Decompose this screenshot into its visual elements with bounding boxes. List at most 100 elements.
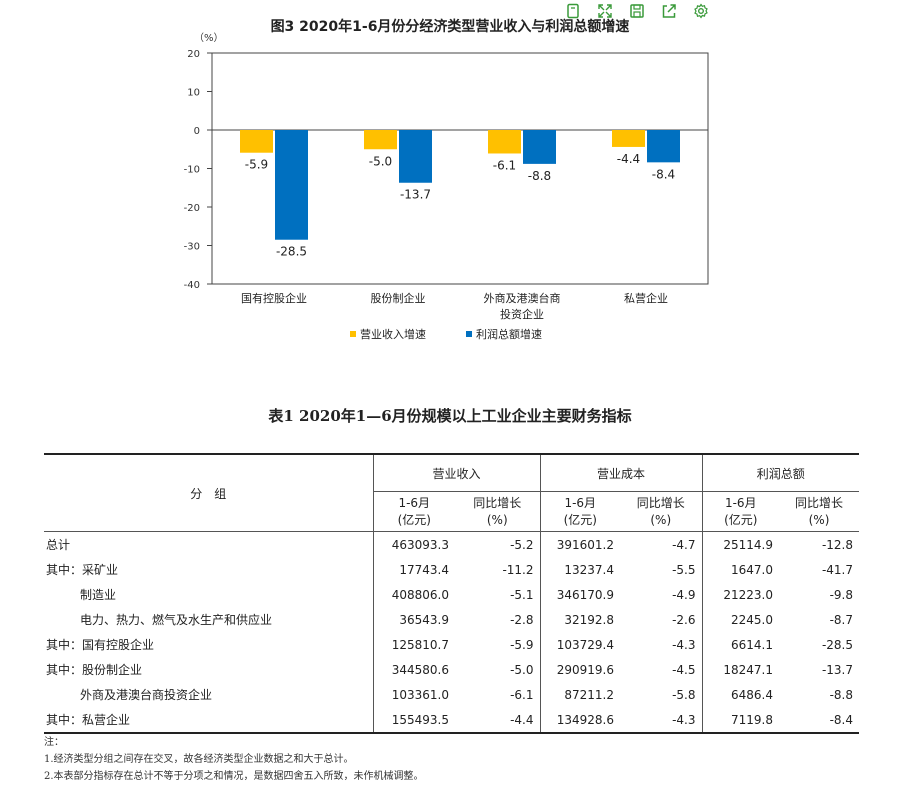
category-label: 股份制企业: [371, 291, 426, 305]
table-cell: 346170.9: [539, 582, 620, 607]
note-line: 注：: [44, 737, 64, 748]
table-cell: 103361.0: [372, 682, 455, 707]
table-cell: 408806.0: [372, 582, 455, 607]
table-cell: -28.5: [821, 637, 853, 652]
table-cell: 87211.2: [539, 682, 620, 707]
data-label-revenue: -6.1: [493, 158, 516, 172]
subheader-amount: 1-6月 (亿元): [372, 491, 455, 532]
table-cell: -5.1: [510, 587, 534, 602]
category-label: 投资企业: [500, 307, 544, 321]
bar-revenue: [240, 130, 273, 153]
table-cell: 290919.6: [539, 657, 620, 682]
table-cell: 344580.6: [372, 657, 455, 682]
subheader-growth: 同比增长 (%): [455, 491, 540, 532]
y-unit-label: （%）: [194, 32, 224, 44]
data-label-profit: -28.5: [276, 245, 307, 259]
y-tick-label: 20: [187, 49, 200, 60]
table-cell: 32192.8: [539, 607, 620, 632]
legend-label-profit: 利润总额增速: [476, 327, 542, 341]
subheader-growth: 同比增长 (%): [620, 491, 702, 532]
table-cell: 36543.9: [372, 607, 455, 632]
subheader-line: (%): [486, 512, 508, 527]
table-cell: 155493.5: [372, 707, 455, 734]
table-cell: 7119.8: [701, 707, 779, 734]
subheader-line: 同比增长: [636, 495, 685, 510]
table-cell: 25114.9: [701, 531, 779, 557]
table-row: 制造业 408806.0 -5.1 346170.9 -4.9 21223.0 -9.8: [44, 582, 859, 607]
table-cell: 18247.1: [701, 657, 779, 682]
table-cell: 391601.2: [539, 531, 620, 557]
table-row: 其中：国有控股企业 125810.7 -5.9 103729.4 -4.3 6614.1 -…: [44, 632, 859, 657]
copy-icon: [567, 3, 579, 19]
table-cell: -9.8: [829, 587, 853, 602]
subheader-line: 1-6月: [724, 495, 757, 510]
table-cell: -8.7: [829, 612, 853, 627]
subheader-line: (%): [808, 512, 830, 527]
y-tick-label: -10: [184, 165, 200, 176]
table-cell: -6.1: [510, 687, 534, 702]
bar-profit: [523, 130, 556, 164]
table-cell: -4.3: [620, 707, 702, 734]
data-label-profit: -8.4: [652, 167, 675, 181]
table-cell: -11.2: [502, 562, 534, 577]
subheader-line: 同比增长: [794, 495, 843, 510]
bar-revenue: [364, 130, 397, 150]
table-cell: -2.8: [510, 612, 534, 627]
table-cell: -2.6: [672, 612, 696, 627]
save-icon: [630, 4, 644, 18]
table-cell: -4.3: [672, 637, 696, 652]
legend-swatch-profit: [466, 331, 472, 337]
y-tick-label: -40: [184, 280, 200, 291]
subheader-line: 同比增长: [473, 495, 522, 510]
row-label: 其中：国有控股企业: [46, 638, 155, 652]
group-header: 分 组: [44, 453, 373, 532]
subheader-growth: 同比增长 (%): [779, 491, 859, 532]
table-cell: -4.4: [455, 707, 540, 734]
note-line: 2.本表部分指标存在总计不等于分项之和情况，是数据四舍五入所致，未作机械调整。: [44, 771, 424, 782]
table-cell: 134928.6: [539, 707, 620, 734]
y-tick-label: 0: [194, 126, 200, 137]
bar-profit: [399, 130, 432, 183]
table-title: 表1 2020年1—6月份规模以上工业企业主要财务指标: [268, 407, 632, 425]
table-cell: -41.7: [821, 562, 853, 577]
chart-toolbar: [562, 0, 712, 22]
share-icon: [662, 4, 676, 18]
table-cell: 125810.7: [372, 632, 455, 657]
row-label: 外商及港澳台商投资企业: [80, 688, 213, 702]
y-tick-label: -30: [184, 242, 200, 253]
bar-revenue: [488, 130, 521, 154]
subheader-amount: 1-6月 (亿元): [701, 491, 779, 532]
table-cell: 17743.4: [372, 557, 455, 582]
category-label: 外商及港澳台商: [484, 291, 561, 305]
table-row: 总计 463093.3 -5.2 391601.2 -4.7 25114.9 -12.8: [44, 531, 859, 557]
table-cell: -4.5: [672, 662, 696, 677]
table-row: 电力、热力、燃气及水生产和供应业 36543.9 -2.8 32192.8 -2.6 22…: [44, 607, 859, 632]
subheader-line: (亿元): [397, 512, 431, 527]
fullscreen-icon: [598, 4, 612, 18]
settings-icon: [694, 3, 708, 19]
subheader-line: (亿元): [563, 512, 597, 527]
data-label-profit: -8.8: [528, 169, 551, 183]
bar-chart: （%） 20 10 0 -10 -20 -30 -40 -5.9 -28.5 国有控股企业 -5.0 -…: [184, 32, 709, 341]
table-cell: -8.4: [779, 707, 859, 734]
table-row: 其中：股份制企业 344580.6 -5.0 290919.6 -4.5 18247.1 -…: [44, 657, 859, 682]
data-label-revenue: -5.9: [245, 158, 268, 172]
fullscreen-button[interactable]: [594, 0, 616, 22]
table-cell: -5.0: [510, 662, 534, 677]
settings-button[interactable]: [690, 0, 712, 22]
table-cell: 6486.4: [701, 682, 779, 707]
table-cell: -5.5: [672, 562, 696, 577]
bar-profit: [275, 130, 308, 240]
data-label-revenue: -4.4: [617, 152, 640, 166]
row-label: 其中：采矿业: [46, 563, 119, 577]
table-cell: -5.9: [510, 637, 534, 652]
col-group-revenue: 营业收入: [372, 453, 540, 492]
copy-button[interactable]: [562, 0, 584, 22]
share-button[interactable]: [658, 0, 680, 22]
table-row: 外商及港澳台商投资企业 103361.0 -6.1 87211.2 -5.8 6486.4…: [44, 682, 859, 707]
legend-label-revenue: 营业收入增速: [360, 327, 426, 341]
table-cell: -5.2: [510, 537, 534, 552]
save-button[interactable]: [626, 0, 648, 22]
table-notes: 注： 1.经济类型分组之间存在交叉，故各经济类型企业数据之和大于总计。 2.本表…: [44, 734, 424, 785]
table-cell: 1647.0: [701, 557, 779, 582]
